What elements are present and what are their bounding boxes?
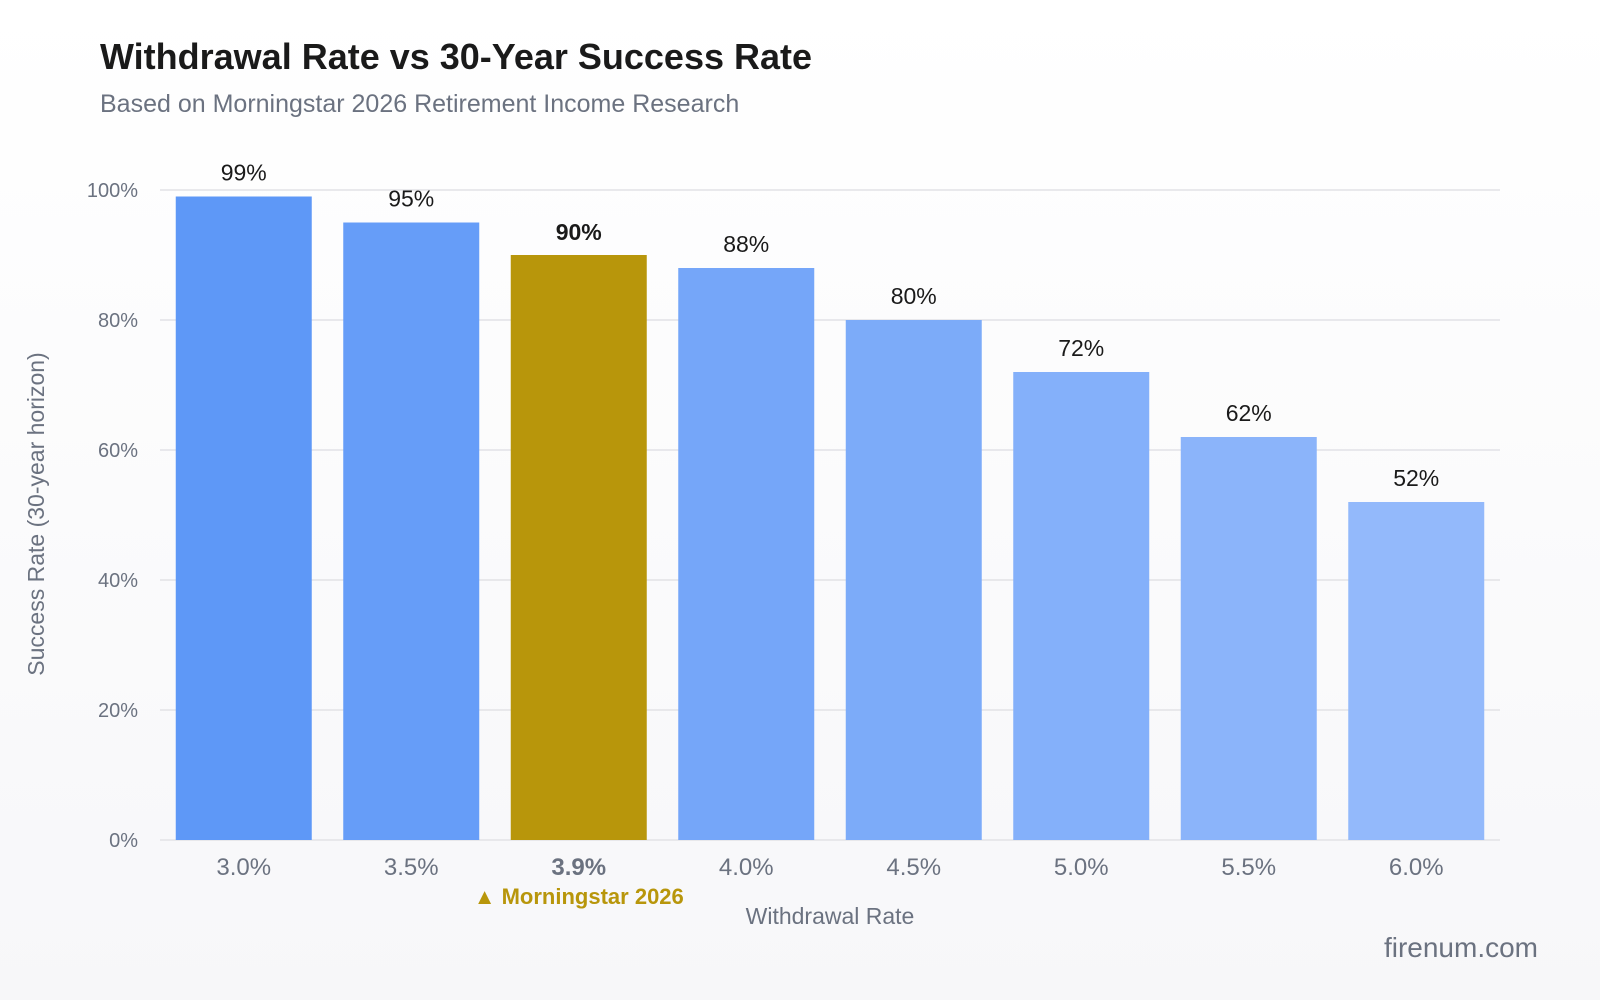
y-tick-label: 40% <box>98 570 138 592</box>
bar <box>1180 437 1317 840</box>
bar <box>678 268 815 840</box>
x-tick-label: 5.5% <box>1221 854 1276 881</box>
x-tick-label: 5.0% <box>1054 854 1109 881</box>
data-label: 62% <box>1226 400 1272 426</box>
data-label: 99% <box>221 160 267 186</box>
x-tick-label: 4.0% <box>719 854 774 881</box>
x-axis-label: Withdrawal Rate <box>746 903 915 929</box>
y-tick-label: 80% <box>98 310 138 332</box>
x-tick-label: 6.0% <box>1389 854 1444 881</box>
y-tick-label: 100% <box>87 180 138 202</box>
y-axis-label: Success Rate (30-year horizon) <box>23 352 49 675</box>
y-tick-label: 60% <box>98 440 138 462</box>
bar <box>845 320 982 840</box>
bar <box>343 222 480 840</box>
chart-subtitle: Based on Morningstar 2026 Retirement Inc… <box>100 90 740 118</box>
watermark: firenum.com <box>1383 932 1538 963</box>
data-label: 80% <box>891 283 937 309</box>
data-label: 72% <box>1058 335 1104 361</box>
x-tick-label: 3.5% <box>384 854 439 881</box>
x-tick-label: 3.0% <box>216 854 271 881</box>
highlight-annotation: ▲ Morningstar 2026 <box>474 884 684 909</box>
bar <box>175 196 312 840</box>
x-tick-label: 3.9% <box>551 854 606 881</box>
bar <box>510 255 647 840</box>
bar <box>1348 502 1485 840</box>
y-tick-label: 0% <box>109 830 138 852</box>
data-label: 88% <box>723 231 769 257</box>
chart-title: Withdrawal Rate vs 30-Year Success Rate <box>100 36 813 77</box>
data-label: 52% <box>1393 465 1439 491</box>
bar <box>1013 372 1150 840</box>
x-tick-label: 4.5% <box>886 854 941 881</box>
y-tick-label: 20% <box>98 700 138 722</box>
data-label: 90% <box>556 219 602 245</box>
data-label: 95% <box>388 186 434 212</box>
